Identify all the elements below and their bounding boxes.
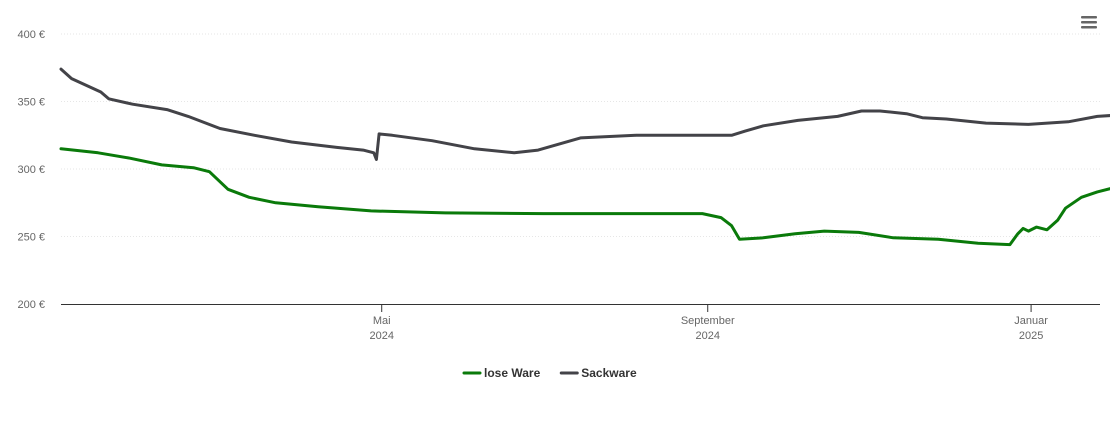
x-tick-label-month: Mai <box>373 315 391 327</box>
y-axis-labels: 200 € 250 € 300 € 350 € 400 € <box>17 29 45 311</box>
series-line-2[interactable] <box>59 67 1110 161</box>
legend[interactable]: lose Ware Sackware <box>462 366 637 380</box>
menu-bar-3 <box>1081 26 1097 29</box>
menu-bar-2 <box>1081 21 1097 24</box>
y-tick-label: 300 € <box>17 164 45 176</box>
series-line-1[interactable] <box>59 147 1110 247</box>
chart-menu-icon[interactable] <box>1081 16 1097 29</box>
menu-bar-1 <box>1081 16 1097 19</box>
y-tick-label: 400 € <box>17 29 45 41</box>
legend-item-1[interactable]: lose Ware <box>462 366 541 380</box>
legend-label: lose Ware <box>484 366 541 380</box>
x-tick-label-year: 2024 <box>695 330 719 342</box>
y-tick-label: 200 € <box>17 299 45 311</box>
x-tick-label-year: 2024 <box>369 330 393 342</box>
x-axis-labels: Mai 2024 September 2024 Januar 2025 <box>369 304 1048 342</box>
y-tick-label: 250 € <box>17 232 45 244</box>
x-tick-label-month: Januar <box>1014 315 1048 327</box>
legend-label: Sackware <box>581 366 637 380</box>
legend-item-2[interactable]: Sackware <box>559 366 637 380</box>
y-tick-label: 350 € <box>17 97 45 109</box>
series-lines <box>59 67 1110 247</box>
x-tick-label-year: 2025 <box>1019 330 1043 342</box>
x-tick-label-month: September <box>681 315 735 327</box>
grid-lines <box>61 33 1100 237</box>
